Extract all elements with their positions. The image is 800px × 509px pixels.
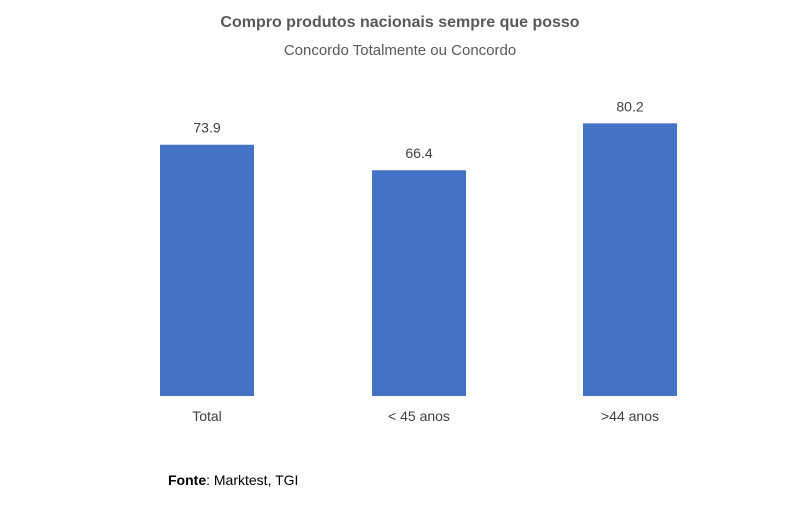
- data-label-1: 66.4: [405, 145, 432, 161]
- category-label-0: Total: [192, 408, 222, 424]
- category-label-2: >44 anos: [601, 408, 659, 424]
- source-label: Fonte: [168, 472, 207, 488]
- bar-0: [160, 144, 254, 396]
- source-note: Fonte: Marktest, TGI: [168, 472, 299, 488]
- source-text: Marktest, TGI: [210, 472, 299, 488]
- data-label-2: 80.2: [616, 98, 643, 114]
- chart-title: Compro produtos nacionais sempre que pos…: [220, 14, 580, 31]
- data-label-0: 73.9: [193, 120, 220, 136]
- bar-1: [372, 170, 466, 396]
- bar-2: [583, 123, 677, 396]
- chart-subtitle: Concordo Totalmente ou Concordo: [283, 42, 517, 59]
- category-label-1: < 45 anos: [388, 408, 450, 424]
